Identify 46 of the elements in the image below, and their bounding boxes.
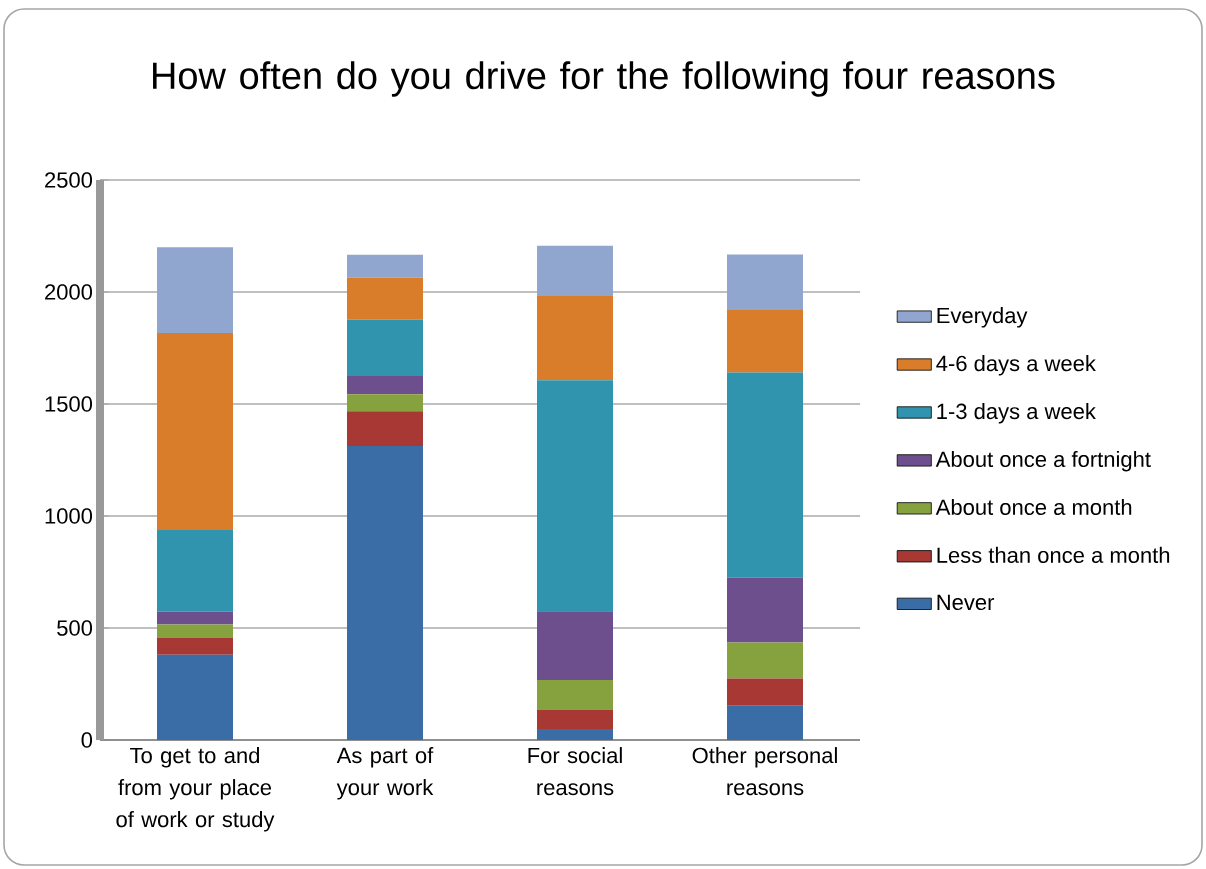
bar [727, 309, 803, 373]
bar [537, 245, 614, 297]
bar [727, 577, 803, 643]
y-tick-label: 1500 [45, 396, 93, 412]
bar [157, 611, 233, 625]
bar [727, 254, 803, 310]
bar [157, 637, 233, 655]
bar [347, 446, 423, 740]
x-tick-label: Other personal reasons [692, 747, 837, 796]
y-tick-label: 500 [57, 620, 93, 636]
bar [537, 380, 614, 612]
legend-label: Everyday [937, 307, 1028, 328]
legend-label: Less than once a month [937, 546, 1170, 563]
x-tick-label: For social reasons [528, 747, 622, 796]
x-tick-label: To get to and from your place of work or study [116, 747, 275, 832]
bar [537, 729, 614, 740]
y-tick-label: 1000 [45, 508, 93, 524]
legend-label: About once a month [935, 498, 1132, 516]
bar [727, 642, 803, 679]
bar [537, 296, 614, 381]
bar [727, 678, 803, 706]
y-tick-label: 2500 [45, 172, 93, 188]
x-tick-label: As part of your work [336, 747, 434, 800]
bar [347, 376, 423, 395]
chart-title: How often do you drive for the following four reasons [153, 61, 1055, 97]
bar [157, 247, 233, 333]
bar [347, 411, 423, 447]
bar [347, 319, 423, 376]
bar [347, 394, 423, 412]
legend-label: 1-3 days a week [937, 403, 1096, 424]
legend-label: Never [937, 594, 995, 611]
bar [727, 705, 803, 740]
y-tick-label: 2000 [45, 284, 93, 300]
bar [537, 709, 614, 730]
bar [157, 530, 233, 612]
bar [347, 254, 423, 278]
y-tick-label: 0 [81, 732, 93, 748]
legend-label: About once a fortnight [935, 450, 1151, 472]
bar [157, 654, 233, 740]
bar [537, 679, 614, 710]
bar [537, 611, 614, 680]
bar [157, 332, 233, 531]
legend-label: 4-6 days a week [936, 355, 1096, 376]
bar [727, 372, 803, 578]
bar [157, 624, 233, 638]
bar [347, 277, 423, 320]
